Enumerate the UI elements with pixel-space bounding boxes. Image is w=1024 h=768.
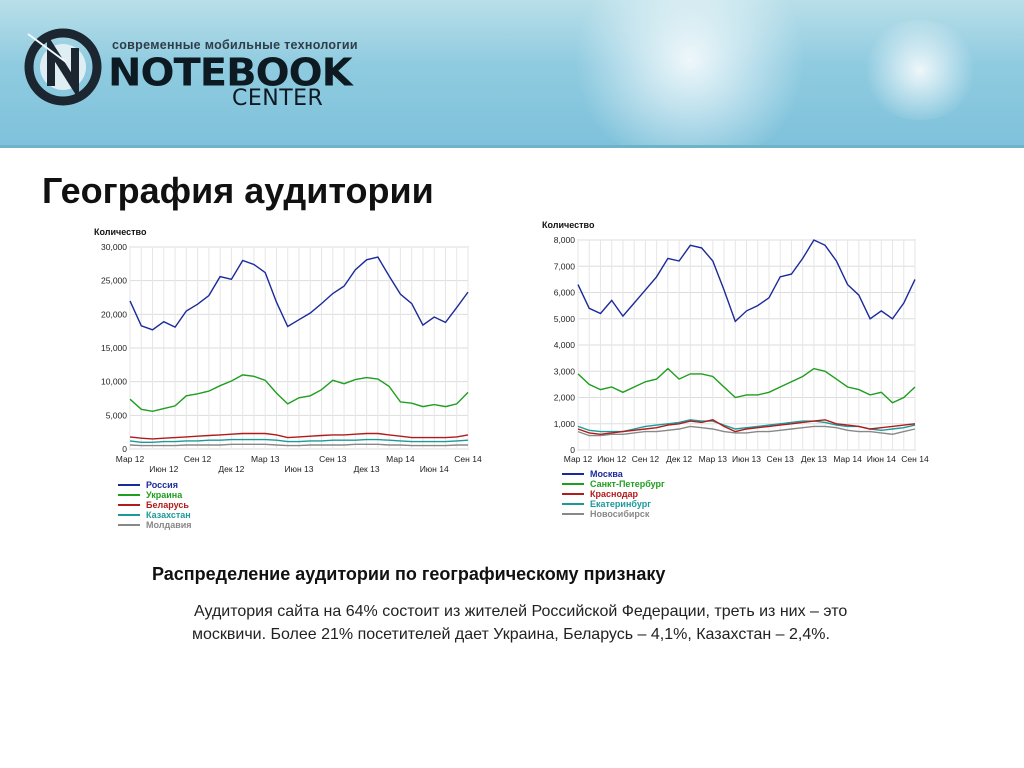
legend-item: Россия [118,480,192,490]
legend-swatch [562,493,584,495]
x-tick-label: Июн 13 [732,454,761,464]
x-tick-label: Сен 14 [454,454,482,464]
legend-label: Беларусь [146,500,189,510]
series-line [129,443,468,447]
y-tick-label: 30,000 [101,242,127,252]
legend-item: Краснодар [562,489,665,499]
legend-item: Молдавия [118,520,192,530]
y-tick-label: 5,000 [554,314,576,324]
legend-item: Казахстан [118,510,192,520]
legend-item: Санкт-Петербург [562,479,665,489]
legend-item: Украина [118,490,192,500]
legend-item: Москва [562,469,665,479]
x-tick-label: Сен 12 [184,454,212,464]
y-tick-label: 5,000 [106,410,128,420]
x-tick-label: Мар 12 [564,454,593,464]
chart-cities-legend: Москва Санкт-Петербург Краснодар Екатеринбу… [562,469,665,519]
series-line [577,425,916,437]
x-tick-label: Сен 13 [319,454,347,464]
x-tick-label: Июн 14 [867,454,896,464]
y-tick-label: 0 [570,445,575,455]
page-title: География аудитории [42,170,434,211]
x-tick-label: Мар 14 [386,454,415,464]
x-tick-label: Июн 12 [597,454,626,464]
y-tick-label: 15,000 [101,343,127,353]
logo-tagline: современные мобильные технологии [112,38,358,52]
legend-swatch [562,473,584,475]
x-tick-label: Мар 13 [251,454,280,464]
body-paragraph: Аудитория сайта на 64% состоит из жителе… [192,603,848,643]
y-tick-label: 4,000 [554,340,576,350]
series-line [577,239,916,323]
legend-label: Екатеринбург [590,499,651,509]
y-tick-label: 7,000 [554,261,576,271]
section-title: Распределение аудитории по географическо… [152,564,666,584]
x-tick-label: Мар 12 [116,454,145,464]
y-tick-label: 20,000 [101,309,127,319]
x-tick-label: Июн 13 [285,464,314,474]
series-line [129,256,469,331]
header-banner: современные мобильные технологии NOTEBOO… [0,0,1024,145]
series-line [577,367,916,404]
x-tick-label: Дек 12 [666,454,692,464]
chart-countries: Количество 0 5,000 10,000 15,000 20,000 25,000… [82,226,482,476]
x-tick-label: Сен 13 [767,454,795,464]
legend-label: Россия [146,480,178,490]
y-tick-label: 8,000 [554,235,576,245]
legend-label: Казахстан [146,510,191,520]
chart-countries-legend: Россия Украина Беларусь Казахстан Молдавия [118,480,192,530]
legend-swatch [118,524,140,526]
legend-swatch [562,483,584,485]
y-tick-label: 25,000 [101,276,127,286]
legend-label: Украина [146,490,183,500]
legend-label: Краснодар [590,489,639,499]
legend-label: Молдавия [146,520,192,530]
legend-item: Екатеринбург [562,499,665,509]
legend-swatch [562,503,584,505]
notebook-center-logo-icon [24,28,102,106]
logo-subtitle: CENTER [232,86,324,111]
x-tick-label: Дек 12 [218,464,244,474]
legend-label: Санкт-Петербург [590,479,665,489]
y-axis-label: Количество [542,220,595,230]
y-tick-label: 2,000 [554,393,576,403]
x-tick-label: Мар 14 [833,454,862,464]
x-tick-label: Июн 14 [420,464,449,474]
y-tick-label: 1,000 [554,419,576,429]
legend-swatch [562,513,584,515]
series-line [577,419,916,436]
legend-label: Москва [590,469,623,479]
y-tick-label: 6,000 [554,288,576,298]
logo-wordmark: NOTEBOOK [108,51,353,95]
banner-divider [0,145,1024,148]
y-tick-label: 10,000 [101,377,127,387]
legend-swatch [118,484,140,486]
x-tick-label: Июн 12 [149,464,178,474]
series-line [129,432,469,440]
series-line [129,374,469,413]
banner-glow [860,20,980,120]
legend-swatch [118,514,140,516]
y-tick-label: 0 [122,444,127,454]
y-axis-label: Количество [94,227,147,237]
legend-label: Новосибирск [590,509,650,519]
chart-countries-plot: Количество 0 5,000 10,000 15,000 20,000 25,000… [94,227,482,474]
legend-swatch [118,494,140,496]
chart-cities-plot: Количество 0 1,000 2,000 3,000 4,000 5,000 6,00… [542,220,929,464]
chart-cities: Количество 0 1,000 2,000 3,000 4,000 5,000 6,00… [540,220,940,468]
x-tick-label: Дек 13 [801,454,827,464]
y-tick-label: 3,000 [554,366,576,376]
banner-glow [560,0,820,145]
x-tick-label: Сен 14 [901,454,929,464]
x-tick-label: Дек 13 [354,464,380,474]
legend-item: Новосибирск [562,509,665,519]
series-line [129,438,469,443]
x-tick-label: Мар 13 [699,454,728,464]
legend-swatch [118,504,140,506]
legend-item: Беларусь [118,500,192,510]
x-tick-label: Сен 12 [632,454,660,464]
